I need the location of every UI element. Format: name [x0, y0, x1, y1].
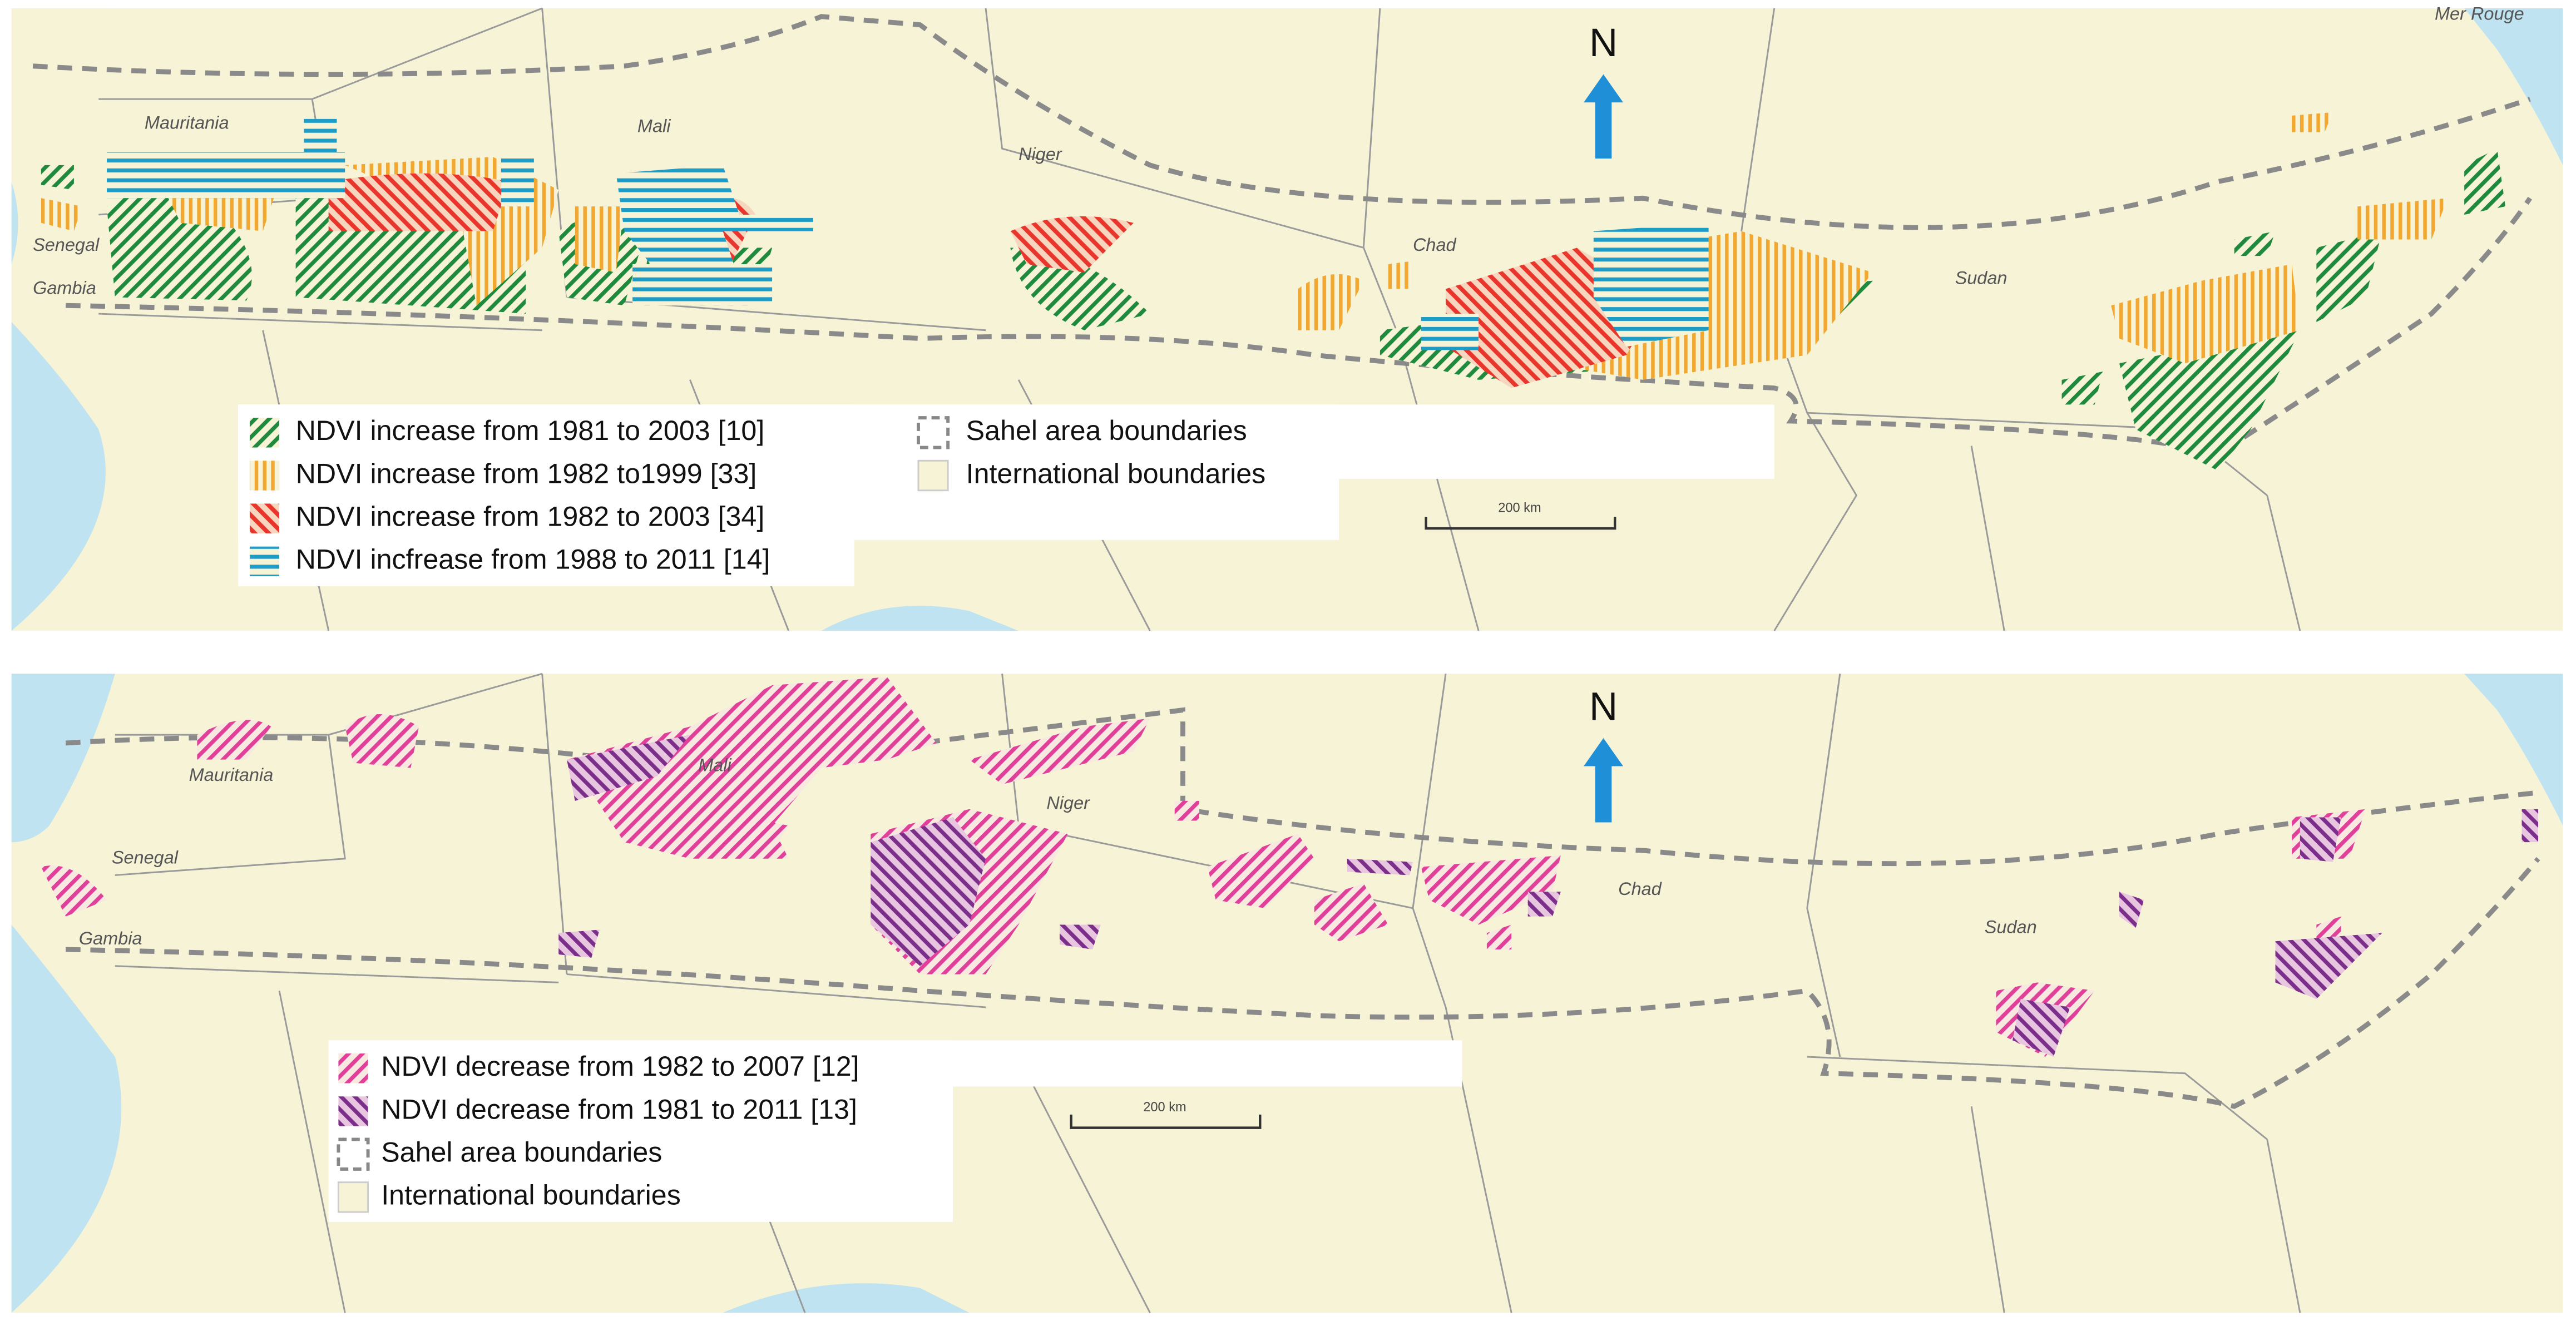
place-label: Chad — [1618, 879, 1662, 899]
legend-label: NDVI incfrease from 1988 to 2011 [14] — [296, 543, 770, 575]
legend-label: Sahel area boundaries — [381, 1136, 662, 1167]
place-label: Mali — [698, 755, 731, 775]
legend-label: NDVI increase from 1981 to 2003 [10] — [296, 414, 765, 446]
place-label: Gambia — [33, 278, 96, 298]
north-arrow — [1584, 738, 1624, 823]
sahel-boundaries — [32, 14, 2532, 457]
legend-label: Sahel area boundaries — [966, 414, 1247, 446]
place-label: Senegal — [33, 235, 100, 255]
legend-label: NDVI increase from 1982 to 2003 [34] — [296, 500, 765, 532]
north-label: N — [1589, 21, 1618, 65]
sahel-boundaries — [65, 707, 2540, 1109]
legend-swatch — [917, 416, 950, 449]
place-labels: Mauritania Mali Niger Chad Sudan Senegal Gambi… — [79, 755, 2037, 948]
map-panel-bottom: NDVI decrease from 1982 to 2007 [12] NDV… — [11, 672, 2563, 1313]
legend-label: International boundaries — [966, 457, 1266, 489]
ocean — [11, 321, 106, 631]
place-label: Mali — [637, 116, 671, 136]
legend-swatch — [337, 1181, 369, 1213]
legend-label: NDVI decrease from 1982 to 2007 [12] — [381, 1050, 859, 1082]
place-label: Senegal — [112, 848, 179, 868]
ndvi-decrease-areas — [41, 677, 2539, 1057]
legend-swatch — [338, 1096, 368, 1126]
legend: NDVI increase from 1981 to 2003 [10] NDV… — [249, 414, 1266, 577]
place-label: Niger — [1018, 144, 1062, 164]
ocean — [11, 674, 115, 843]
map-panel-top: NDVI increase from 1981 to 2003 [10] NDV… — [11, 4, 2563, 631]
scale-label: 200 km — [1498, 501, 1541, 515]
place-label: Sudan — [1955, 268, 2008, 288]
place-label: Chad — [1413, 235, 1457, 255]
legend-box — [328, 1040, 953, 1222]
legend-swatch — [249, 546, 280, 577]
legend-label: International boundaries — [381, 1179, 681, 1211]
legend-label: NDVI decrease from 1981 to 2011 [13] — [381, 1093, 857, 1125]
north-label: N — [1589, 685, 1618, 729]
place-label: Niger — [1046, 793, 1090, 813]
north-arrow — [1584, 74, 1624, 159]
place-label: Gambia — [79, 928, 142, 948]
scale-label: 200 km — [1143, 1100, 1186, 1115]
legend-swatch — [338, 1053, 368, 1083]
legend: NDVI decrease from 1982 to 2007 [12] NDV… — [337, 1050, 859, 1213]
scale-bar — [1425, 517, 1616, 530]
place-label: Sudan — [1985, 917, 2037, 937]
place-label: Mer Rouge — [2435, 4, 2524, 24]
place-labels: Mauritania Mali Niger Chad Sudan Senegal Gambi… — [33, 4, 2524, 298]
legend-box — [238, 404, 854, 586]
legend-swatch — [249, 461, 280, 491]
legend-swatch — [917, 459, 949, 492]
ndvi-increase-areas — [41, 112, 2506, 471]
legend-swatch — [249, 418, 280, 448]
scale-bar — [1070, 1114, 1262, 1129]
legend-label: NDVI increase from 1982 to1999 [33] — [296, 457, 757, 489]
legend-swatch — [249, 503, 280, 533]
place-label: Mauritania — [145, 112, 229, 132]
place-label: Mauritania — [189, 765, 274, 785]
legend-swatch — [337, 1137, 370, 1171]
